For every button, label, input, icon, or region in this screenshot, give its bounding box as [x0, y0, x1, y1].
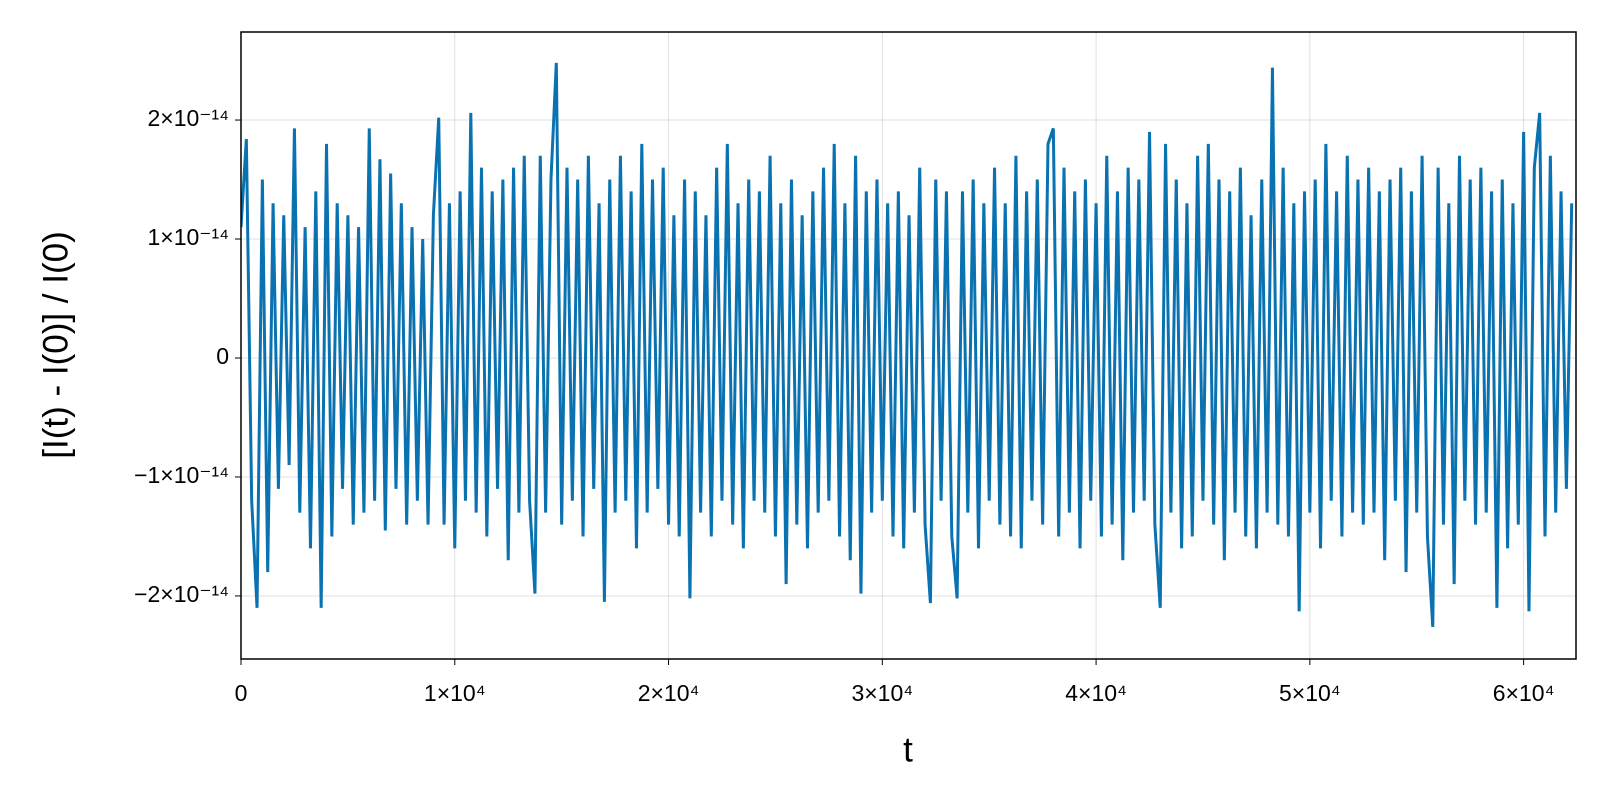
data-line	[241, 62, 1574, 627]
x-tick-label: 4×10⁴	[1065, 680, 1127, 706]
x-tick-label: 5×10⁴	[1279, 680, 1341, 706]
plot-frame	[240, 31, 1577, 660]
y-tick-label: 0	[216, 343, 229, 369]
x-tick-label: 3×10⁴	[851, 680, 913, 706]
x-axis-label: t	[903, 730, 913, 769]
x-tick-label: 2×10⁴	[638, 680, 700, 706]
y-tick-label: 1×10⁻¹⁴	[148, 224, 230, 250]
x-tick-label: 6×10⁴	[1493, 680, 1555, 706]
x-tick-label: 0	[235, 680, 248, 706]
y-tick-label: −1×10⁻¹⁴	[134, 462, 229, 488]
y-tick-label: 2×10⁻¹⁴	[148, 105, 230, 131]
x-tick-label: 1×10⁴	[424, 680, 486, 706]
y-tick-label: −2×10⁻¹⁴	[134, 581, 229, 607]
y-axis-label: [I(t) - I(0)] / I(0)	[36, 231, 75, 458]
